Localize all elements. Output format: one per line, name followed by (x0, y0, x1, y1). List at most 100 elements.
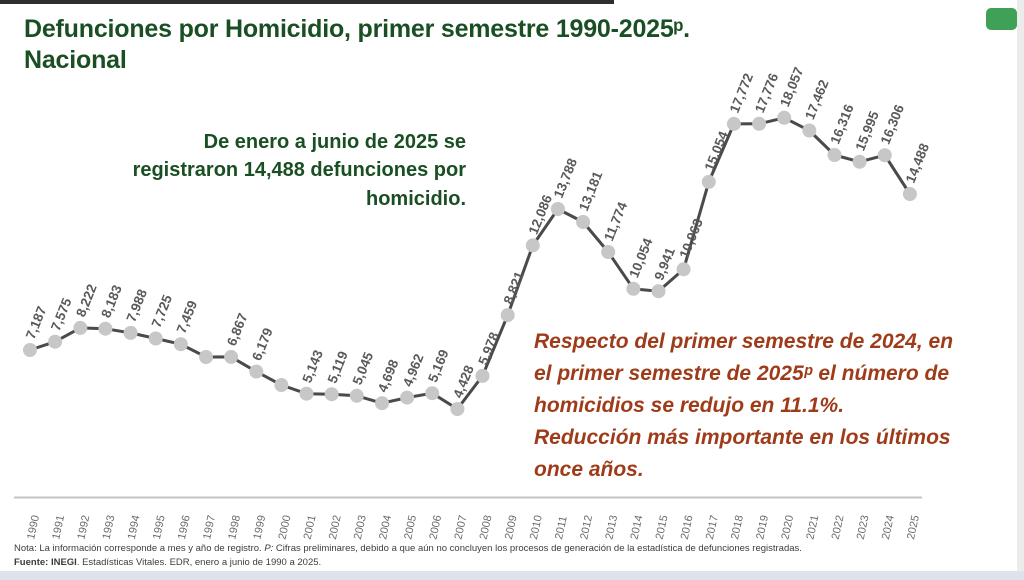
year-tick-label: 1998 (226, 514, 243, 540)
data-label: 6,179 (249, 326, 276, 363)
year-tick-label: 1991 (50, 514, 67, 540)
annotation-text: Respecto del primer semestre de 2024, en… (534, 330, 954, 481)
year-tick-label: 2014 (629, 514, 646, 540)
year-tick-label: 2019 (754, 514, 771, 540)
year-tick-label: 1992 (75, 514, 92, 540)
data-point-marker (299, 386, 314, 401)
data-point-marker (525, 238, 540, 253)
data-label: 5,978 (475, 330, 502, 367)
data-label: 4,428 (450, 363, 477, 400)
year-tick-label: 2006 (427, 514, 444, 540)
data-label: 8,183 (98, 282, 125, 319)
data-label: 16,316 (827, 102, 857, 146)
data-label: 7,187 (23, 304, 50, 341)
data-point-marker (877, 148, 892, 163)
data-point-marker (425, 386, 440, 401)
year-tick-label: 2025 (905, 514, 922, 540)
data-point-marker (274, 378, 289, 392)
data-point-marker (199, 350, 213, 364)
data-label: 7,459 (174, 298, 201, 335)
data-point-marker (475, 368, 490, 383)
data-point-marker (651, 284, 666, 299)
data-label: 18,057 (777, 65, 806, 109)
data-label: 14,488 (903, 141, 933, 185)
year-tick-label: 2018 (729, 514, 746, 540)
data-point-marker (576, 215, 591, 229)
data-point-marker (550, 202, 565, 216)
year-tick-label: 2023 (855, 514, 872, 540)
year-tick-label: 2009 (503, 514, 520, 540)
year-tick-label: 2005 (402, 514, 419, 540)
data-point-marker (701, 174, 716, 189)
data-label: 5,143 (299, 347, 326, 384)
page-title: Defunciones por Homicidio, primer semest… (24, 15, 690, 75)
data-point-marker (726, 116, 741, 131)
year-tick-label: 1993 (101, 514, 118, 540)
year-tick-label: 1990 (25, 514, 42, 540)
footnote: Nota: La información corresponde a mes y… (14, 542, 1004, 571)
year-tick-label: 2001 (302, 514, 319, 540)
data-point-marker (777, 110, 792, 125)
green-square-icon (986, 8, 1017, 30)
data-point-marker (73, 320, 88, 335)
data-point-marker (148, 331, 163, 346)
data-label: 7,575 (48, 295, 75, 332)
year-tick-label: 2022 (830, 514, 847, 540)
year-tick-label: 2021 (804, 514, 821, 540)
data-label: 5,169 (425, 347, 452, 384)
bottom-strip (0, 571, 1024, 580)
data-point-marker (676, 262, 691, 277)
data-point-marker (400, 390, 415, 405)
data-label: 12,086 (526, 192, 556, 236)
data-label: 5,119 (325, 349, 351, 385)
data-point-marker (601, 245, 616, 259)
data-label: 6,867 (224, 311, 251, 348)
data-point-marker (23, 343, 37, 357)
year-tick-label: 1997 (201, 514, 218, 540)
year-tick-label: 2024 (880, 514, 897, 540)
data-label: 4,698 (375, 357, 402, 394)
data-label: 8,821 (501, 269, 528, 306)
data-point-marker (375, 396, 389, 411)
data-point-marker (173, 337, 188, 352)
year-tick-label: 2008 (478, 514, 495, 540)
footnote-nota: Nota: La información corresponde a mes y… (14, 543, 802, 554)
data-label: 4,962 (400, 352, 427, 389)
data-point-marker (450, 402, 465, 416)
year-tick-label: 2000 (277, 514, 294, 540)
year-tick-label: 1999 (251, 514, 268, 540)
data-label: 17,776 (752, 71, 782, 115)
data-label: 7,988 (123, 287, 150, 324)
data-label: 15,995 (852, 109, 882, 153)
year-tick-label: 2011 (553, 515, 570, 541)
data-point-marker (852, 154, 867, 169)
data-label: 16,306 (878, 102, 908, 146)
data-label: 10,054 (626, 236, 656, 280)
right-edge-strip (1017, 0, 1024, 580)
year-tick-label: 1994 (126, 514, 143, 540)
year-tick-label: 2012 (578, 514, 595, 540)
data-label: 13,181 (576, 169, 606, 213)
data-label: 15,054 (702, 129, 732, 173)
data-point-marker (349, 388, 364, 403)
callout-text: De enero a junio de 2025 se registraron … (132, 131, 466, 210)
year-tick-label: 2004 (377, 514, 394, 540)
data-point-marker (123, 325, 138, 340)
year-tick-label: 2007 (453, 514, 470, 540)
data-label: 13,788 (551, 156, 581, 200)
data-point-marker (500, 308, 515, 323)
data-point-marker (802, 123, 817, 138)
data-label: 8,222 (73, 282, 100, 319)
data-point-marker (224, 349, 239, 364)
data-point-marker (324, 387, 339, 402)
data-point-marker (626, 281, 641, 296)
footnote-fuente: Fuente: INEGI. Estadísticas Vitales. EDR… (14, 557, 322, 569)
data-point-marker (902, 187, 917, 201)
top-dark-bar (0, 0, 614, 4)
data-label: 5,045 (350, 350, 377, 387)
year-tick-label: 2017 (704, 514, 721, 540)
year-tick-label: 2020 (779, 514, 796, 540)
data-point-marker (48, 334, 63, 349)
year-tick-label: 2013 (603, 514, 620, 540)
